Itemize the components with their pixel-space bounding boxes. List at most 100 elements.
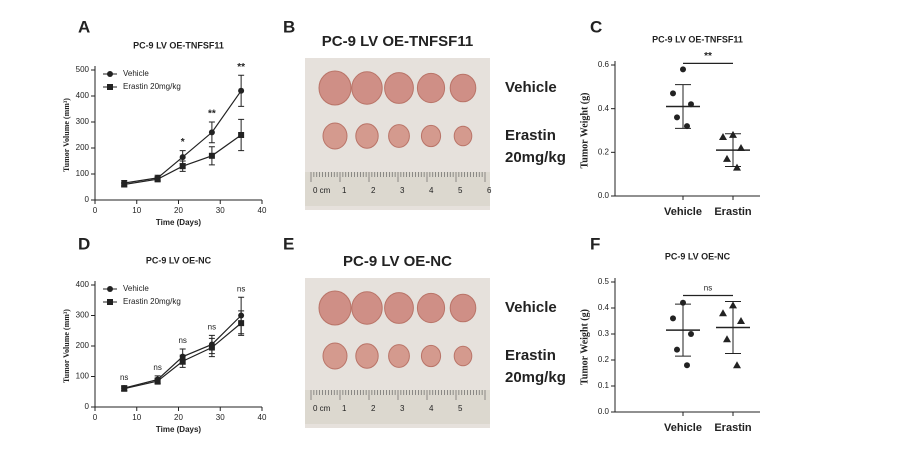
legend-label: Vehicle <box>123 284 149 293</box>
ruler <box>305 172 490 206</box>
tumor <box>322 342 348 370</box>
ruler-label: 5 <box>458 186 463 195</box>
chart-title: PC-9 LV OE-NC <box>146 255 212 265</box>
ruler-label: 3 <box>400 404 405 413</box>
tumor <box>416 72 446 104</box>
x-tick-label: Erastin <box>714 422 752 434</box>
group-label: 20mg/kg <box>505 369 566 386</box>
ruler-label: 4 <box>429 404 434 413</box>
significance: ns <box>704 284 712 293</box>
y-tick-label: 0.4 <box>598 303 610 312</box>
sd-bar <box>675 84 691 129</box>
ruler <box>305 390 490 424</box>
x-tick-label: 30 <box>216 413 225 422</box>
significance: ** <box>237 62 245 73</box>
tumor <box>420 344 442 368</box>
y-tick-label: 100 <box>76 169 90 178</box>
tumor <box>420 124 442 148</box>
tumor <box>351 71 383 105</box>
marker <box>723 335 731 343</box>
y-axis-label: Tumor Weight (g) <box>579 93 590 169</box>
y-tick-label: 200 <box>76 143 90 152</box>
legend-marker <box>107 299 113 305</box>
x-tick-label: 10 <box>132 206 141 215</box>
y-axis-label: Tumor Volume (mm³) <box>62 98 71 172</box>
y-tick-label: 300 <box>76 311 90 320</box>
significance: ** <box>704 51 712 62</box>
significance: ns <box>178 336 186 345</box>
significance: ns <box>153 363 161 372</box>
x-tick-label: Erastin <box>714 206 752 218</box>
legend-label: Vehicle <box>123 69 149 78</box>
tumor <box>449 73 477 103</box>
tumor <box>355 123 379 149</box>
y-tick-label: 0.1 <box>598 381 610 390</box>
legend-label: Erastin 20mg/kg <box>123 297 181 306</box>
significance: ns <box>237 284 245 293</box>
legend-marker <box>107 286 113 292</box>
y-tick-label: 400 <box>76 280 90 289</box>
marker <box>737 317 745 324</box>
legend-marker <box>107 71 113 77</box>
marker <box>238 320 245 327</box>
marker <box>154 378 161 385</box>
group-label: Vehicle <box>505 79 557 96</box>
x-tick-label: 40 <box>258 206 267 215</box>
marker <box>680 66 686 73</box>
ruler-label: 0 cm <box>313 404 331 413</box>
tumor <box>388 124 410 148</box>
y-axis-label: Tumor Volume (mm³) <box>62 309 71 383</box>
ruler-label: 2 <box>371 186 376 195</box>
marker <box>179 154 186 161</box>
x-tick-label: 10 <box>132 413 141 422</box>
marker <box>208 129 215 136</box>
ruler-label: 0 cm <box>313 186 331 195</box>
panel-letter: D <box>78 234 90 253</box>
ruler-label: 1 <box>342 404 347 413</box>
ruler-label: 6 <box>487 186 492 195</box>
x-tick-label: Vehicle <box>664 206 702 218</box>
group-label: Erastin <box>505 127 556 144</box>
tumor <box>388 344 410 368</box>
y-tick-label: 0.2 <box>598 147 610 156</box>
tumor <box>453 125 473 147</box>
marker <box>179 163 186 170</box>
sd-bar <box>725 133 741 168</box>
panel-letter: B <box>283 17 295 36</box>
marker <box>674 346 680 353</box>
marker <box>121 181 128 188</box>
x-axis-label: Time (Days) <box>156 425 202 434</box>
marker <box>733 163 741 171</box>
tumor <box>416 292 446 324</box>
ruler-label: 1 <box>342 186 347 195</box>
marker <box>670 90 676 97</box>
ruler-label: 3 <box>400 186 405 195</box>
photo-title: PC-9 LV OE-TNFSF11 <box>322 33 473 50</box>
significance: ns <box>120 373 128 382</box>
x-tick-label: 0 <box>93 413 98 422</box>
marker <box>670 315 676 322</box>
marker <box>154 176 161 183</box>
sd-bar <box>725 301 741 354</box>
x-tick-label: 20 <box>174 413 183 422</box>
x-tick-label: 20 <box>174 206 183 215</box>
marker <box>684 123 690 130</box>
significance: ns <box>208 322 216 331</box>
legend-marker <box>107 84 113 90</box>
y-tick-label: 300 <box>76 117 90 126</box>
ruler-label: 5 <box>458 404 463 413</box>
tumor <box>318 70 352 106</box>
y-tick-label: 400 <box>76 91 90 100</box>
y-tick-label: 0.0 <box>598 407 610 416</box>
marker <box>719 309 727 317</box>
x-tick-label: 0 <box>93 206 98 215</box>
chart-title: PC-9 LV OE-TNFSF11 <box>133 40 224 50</box>
y-tick-label: 0.4 <box>598 104 610 113</box>
x-tick-label: Vehicle <box>664 422 702 434</box>
y-axis-label: Tumor Weight (g) <box>579 309 590 385</box>
ruler-label: 4 <box>429 186 434 195</box>
tumor <box>322 122 348 150</box>
y-tick-label: 0.5 <box>598 277 610 286</box>
